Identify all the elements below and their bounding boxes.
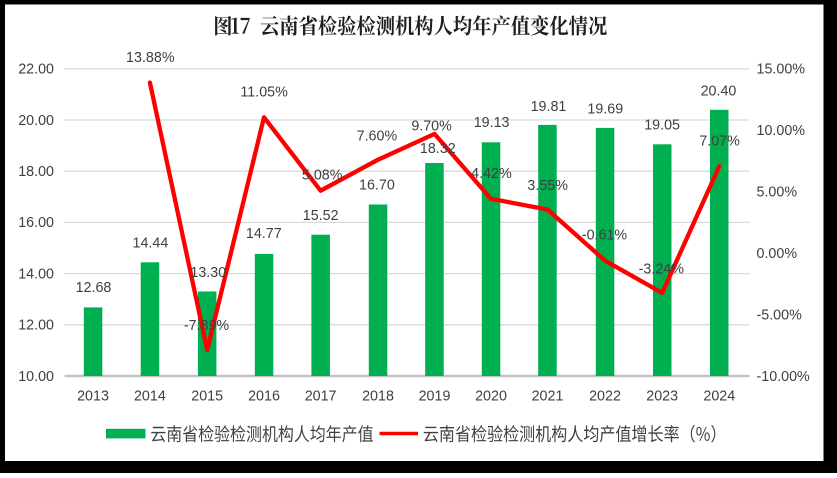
svg-text:2023: 2023	[646, 389, 678, 405]
svg-text:10.00: 10.00	[18, 369, 54, 385]
svg-text:18.00: 18.00	[18, 164, 54, 180]
svg-text:19.69: 19.69	[587, 102, 623, 118]
svg-text:2018: 2018	[362, 389, 394, 405]
svg-text:7.07%: 7.07%	[699, 133, 740, 149]
svg-text:15.52: 15.52	[303, 208, 339, 224]
svg-text:2021: 2021	[532, 389, 564, 405]
svg-text:4.42%: 4.42%	[471, 166, 512, 182]
svg-text:2019: 2019	[419, 389, 451, 405]
svg-text:18.32: 18.32	[420, 141, 456, 157]
svg-text:14.00: 14.00	[18, 266, 54, 282]
svg-text:2016: 2016	[248, 389, 280, 405]
svg-text:2022: 2022	[589, 389, 621, 405]
svg-text:11.05%: 11.05%	[240, 85, 288, 101]
svg-text:15.00%: 15.00%	[757, 62, 806, 78]
svg-text:13.30: 13.30	[190, 265, 226, 281]
svg-text:9.70%: 9.70%	[411, 118, 452, 134]
svg-text:2013: 2013	[77, 389, 109, 405]
svg-text:-0.61%: -0.61%	[582, 228, 628, 244]
svg-text:22.00: 22.00	[18, 62, 54, 78]
svg-text:13.88%: 13.88%	[126, 50, 175, 66]
svg-text:14.44: 14.44	[133, 236, 169, 252]
svg-text:20.00: 20.00	[18, 113, 54, 129]
svg-text:2024: 2024	[703, 389, 735, 405]
svg-text:3.55%: 3.55%	[527, 178, 568, 194]
svg-text:5.08%: 5.08%	[302, 168, 343, 184]
svg-text:-7.89%: -7.89%	[184, 318, 230, 334]
svg-text:20.40: 20.40	[701, 83, 737, 99]
svg-text:2015: 2015	[191, 389, 223, 405]
svg-text:7.60%: 7.60%	[357, 128, 398, 144]
svg-text:0.00%: 0.00%	[757, 246, 798, 262]
svg-text:2020: 2020	[475, 389, 507, 405]
svg-text:12.68: 12.68	[76, 280, 112, 296]
svg-text:-3.24%: -3.24%	[639, 262, 685, 278]
svg-text:16.00: 16.00	[18, 215, 54, 231]
svg-text:19.81: 19.81	[531, 99, 567, 115]
svg-text:14.77: 14.77	[246, 226, 282, 242]
svg-text:19.05: 19.05	[644, 117, 680, 133]
svg-text:-5.00%: -5.00%	[757, 307, 803, 323]
svg-text:2017: 2017	[305, 389, 337, 405]
svg-text:-10.00%: -10.00%	[757, 369, 811, 385]
svg-text:19.13: 19.13	[474, 115, 510, 131]
svg-text:2014: 2014	[134, 389, 166, 405]
svg-text:12.00: 12.00	[18, 318, 54, 334]
svg-text:5.00%: 5.00%	[757, 185, 798, 201]
svg-text:16.70: 16.70	[359, 178, 395, 194]
svg-text:10.00%: 10.00%	[757, 123, 806, 139]
